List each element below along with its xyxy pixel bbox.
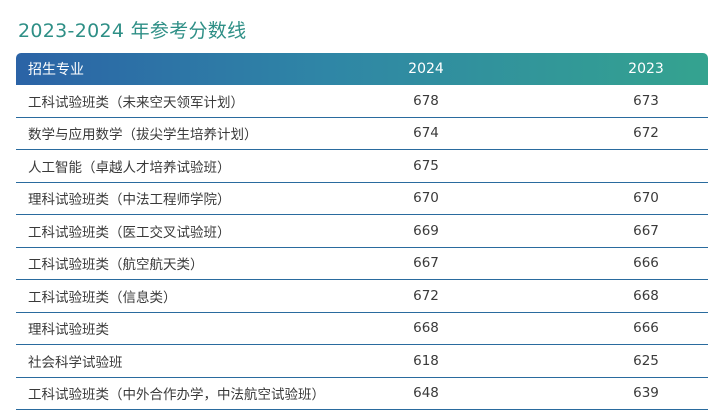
table-row: 社会科学试验班 618 625	[16, 345, 708, 378]
score-table: 招生专业 2024 2023 工科试验班类（未来空天领军计划） 678 673 数学与…	[16, 53, 708, 410]
table-header: 招生专业 2024 2023	[16, 53, 708, 85]
table-row: 工科试验班类（中外合作办学，中法航空试验班） 648 639	[16, 378, 708, 410]
table-row: 数学与应用数学（拔尖学生培养计划） 674 672	[16, 118, 708, 150]
table-row: 工科试验班类（医工交叉试验班） 669 667	[16, 215, 708, 248]
row-score-2024: 674	[413, 125, 439, 142]
row-score-2023: 667	[633, 222, 659, 239]
row-score-2023: 666	[633, 320, 659, 337]
header-major: 招生专业	[28, 62, 84, 78]
table-row: 工科试验班类（航空航天类） 667 666	[16, 248, 708, 280]
row-score-2023: 670	[633, 190, 659, 207]
row-major: 数学与应用数学（拔尖学生培养计划）	[28, 127, 258, 144]
row-major: 理科试验班类（中法工程师学院）	[28, 192, 231, 209]
table-row: 工科试验班类（信息类） 672 668	[16, 280, 708, 313]
row-score-2023: 666	[633, 255, 659, 272]
row-major: 工科试验班类（航空航天类）	[28, 257, 204, 274]
row-major: 社会科学试验班	[28, 354, 123, 371]
row-score-2024: 667	[413, 255, 439, 272]
header-2024: 2024	[408, 61, 444, 77]
page-title: 2023-2024 年参考分数线	[18, 20, 247, 42]
row-score-2024: 678	[413, 92, 439, 109]
row-score-2023: 639	[633, 385, 659, 402]
row-score-2024: 669	[413, 222, 439, 239]
row-score-2024: 675	[413, 157, 439, 174]
table-row: 人工智能（卓越人才培养试验班） 675	[16, 150, 708, 183]
row-score-2023: 668	[633, 287, 659, 304]
row-score-2023: 625	[633, 352, 659, 369]
row-score-2024: 618	[413, 352, 439, 369]
row-score-2023: 672	[633, 125, 659, 142]
row-score-2024: 668	[413, 320, 439, 337]
row-major: 工科试验班类（中外合作办学，中法航空试验班）	[28, 387, 325, 404]
row-major: 工科试验班类（医工交叉试验班）	[28, 224, 231, 241]
table-row: 理科试验班类 668 666	[16, 313, 708, 345]
row-score-2024: 648	[413, 385, 439, 402]
table-row: 理科试验班类（中法工程师学院） 670 670	[16, 183, 708, 215]
row-score-2023	[596, 150, 696, 182]
table-row: 工科试验班类（未来空天领军计划） 678 673	[16, 85, 708, 118]
table-body: 工科试验班类（未来空天领军计划） 678 673 数学与应用数学（拔尖学生培养计划） 6…	[16, 85, 708, 410]
row-major: 工科试验班类（信息类）	[28, 289, 177, 306]
row-score-2024: 670	[413, 190, 439, 207]
row-score-2023: 673	[633, 92, 659, 109]
row-score-2024: 672	[413, 287, 439, 304]
row-major: 工科试验班类（未来空天领军计划）	[28, 94, 244, 111]
header-2023: 2023	[628, 61, 664, 77]
row-major: 理科试验班类	[28, 322, 109, 339]
row-major: 人工智能（卓越人才培养试验班）	[28, 159, 231, 176]
